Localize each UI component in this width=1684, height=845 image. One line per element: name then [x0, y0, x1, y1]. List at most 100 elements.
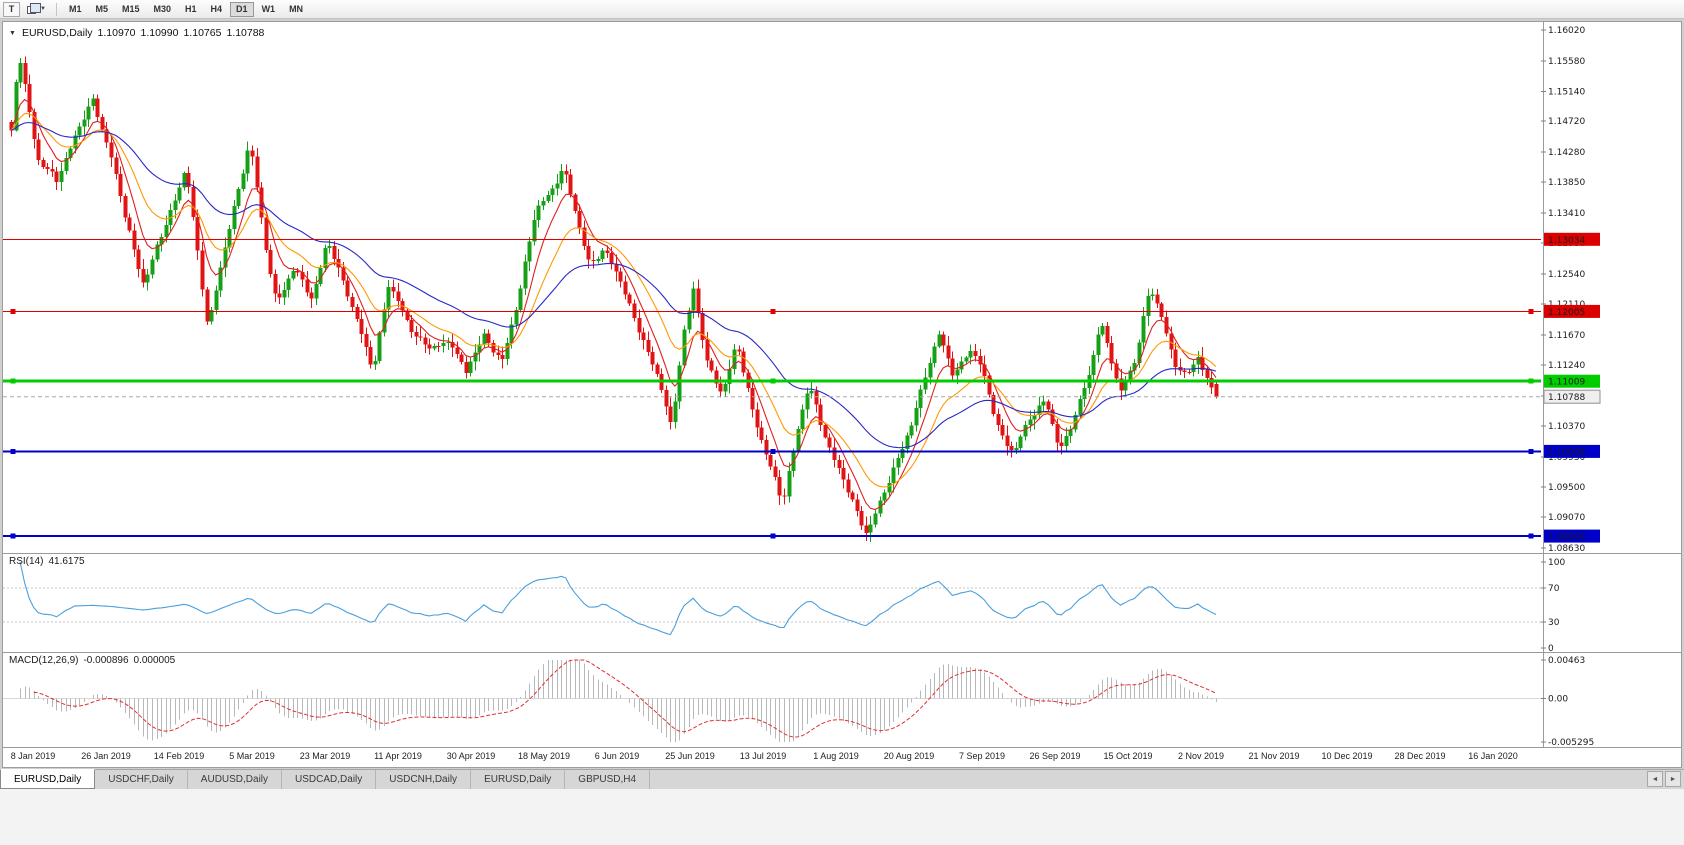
- price-axis-label: 1.08630: [1548, 544, 1585, 554]
- price-badge-1.11009: 1.11009: [1544, 374, 1600, 388]
- timeframe-button-mn[interactable]: MN: [289, 4, 304, 14]
- rsi-axis-label: 0: [1548, 644, 1554, 654]
- time-axis-label: 21 Nov 2019: [1248, 751, 1300, 761]
- time-axis-label: 13 Jul 2019: [739, 751, 787, 761]
- time-axis-label: 5 Mar 2019: [229, 751, 275, 761]
- price-badge-1.08800: 1.08800: [1544, 529, 1600, 543]
- timeframe-button-m30[interactable]: M30: [153, 4, 172, 14]
- chart-symbol: EURUSD,Daily: [21, 27, 93, 39]
- chart-tab-5[interactable]: EURUSD,Daily: [471, 770, 566, 789]
- svg-text:1.13034: 1.13034: [1548, 236, 1585, 246]
- rsi-axis-label: 100: [1548, 558, 1565, 568]
- workspace-bottom: [0, 789, 1684, 845]
- hline-1.08800[interactable]: [3, 533, 1541, 539]
- one-click-trading-arrow-icon[interactable]: ▼: [9, 29, 16, 37]
- moving-average-16: [10, 112, 1217, 488]
- tab-scroll-right-icon[interactable]: ►: [1665, 771, 1681, 787]
- chart-tab-3[interactable]: USDCAD,Daily: [282, 770, 377, 789]
- text-tool-button[interactable]: T: [3, 1, 20, 17]
- timeframe-group: M1 M5 M15 M30 H1 H4 D1 W1 MN: [63, 1, 309, 17]
- time-axis-label: 7 Sep 2019: [958, 751, 1006, 761]
- chart-tab-1[interactable]: USDCHF,Daily: [95, 770, 188, 789]
- svg-text:1.10008: 1.10008: [1548, 448, 1585, 458]
- candlesticks: [9, 56, 1219, 542]
- price-badge-1.10008: 1.10008: [1544, 444, 1600, 458]
- time-axis-label: 11 Apr 2019: [374, 751, 422, 761]
- dropdown-caret-icon: ▼: [40, 6, 46, 12]
- time-axis-label: 16 Jan 2020: [1468, 751, 1518, 761]
- macd-value-signal: 0.000005: [133, 655, 176, 666]
- price-axis-label: 1.14720: [1548, 117, 1585, 127]
- time-axis-label: 28 Dec 2019: [1394, 751, 1446, 761]
- chart-tab-bar: EURUSD,Daily USDCHF,Daily AUDUSD,Daily USDC…: [0, 769, 1684, 789]
- rsi-line: [19, 561, 1217, 636]
- price-axis-label: 1.15140: [1548, 88, 1585, 98]
- chart-window: 1.16020 1.15580 1.15140 1.14720 1.14280 1.138…: [2, 21, 1682, 768]
- price-axis-label: 1.09500: [1548, 483, 1585, 493]
- ohlc-high: 1.10990: [140, 27, 179, 39]
- price-axis-label: 1.13850: [1548, 178, 1585, 188]
- chart-tab-6[interactable]: GBPUSD,H4: [565, 770, 651, 789]
- timeframe-button-m15[interactable]: M15: [121, 4, 140, 14]
- timeframe-button-h1[interactable]: H1: [185, 4, 197, 14]
- chart-tab-2[interactable]: AUDUSD,Daily: [187, 770, 283, 789]
- price-axis-label: 1.16020: [1548, 26, 1585, 36]
- time-axis-label: 8 Jan 2019: [10, 751, 56, 761]
- macd-value-main: -0.000896: [83, 655, 129, 666]
- hline-1.12005[interactable]: [3, 308, 1541, 314]
- timeframe-button-m5[interactable]: M5: [95, 4, 108, 14]
- svg-text:1.12005: 1.12005: [1548, 308, 1585, 318]
- chart-tab-4[interactable]: USDCNH,Daily: [376, 770, 472, 789]
- time-axis: 8 Jan 2019 26 Jan 2019 14 Feb 2019 5 Mar 20…: [3, 749, 1541, 766]
- svg-text:1.10788: 1.10788: [1548, 393, 1585, 403]
- hline-1.10008[interactable]: [3, 448, 1541, 454]
- svg-text:1.08800: 1.08800: [1548, 533, 1585, 543]
- time-axis-label: 14 Feb 2019: [153, 751, 205, 761]
- time-axis-label: 26 Sep 2019: [1029, 751, 1081, 761]
- time-axis-label: 6 Jun 2019: [594, 751, 640, 761]
- layers-icon: [27, 3, 41, 14]
- toolbar: T ▼ M1 M5 M15 M30 H1 H4 D1 W1 MN: [0, 0, 1684, 19]
- macd-axis-label: 0.00: [1548, 694, 1568, 704]
- macd-histogram: [20, 660, 1217, 742]
- time-axis-label: 1 Aug 2019: [813, 751, 859, 761]
- timeframe-button-h4[interactable]: H4: [210, 4, 223, 14]
- price-badge-1.13034: 1.13034: [1544, 232, 1600, 246]
- toolbar-separator: [55, 2, 57, 16]
- rsi-value: 41.6175: [48, 556, 85, 567]
- moving-average-7: [10, 98, 1217, 511]
- price-axis-label: 1.10370: [1548, 422, 1585, 432]
- hline-1.11009[interactable]: [3, 378, 1541, 384]
- price-axis-label: 1.11670: [1548, 331, 1585, 341]
- chart-header: ▼ EURUSD,Daily 1.10970 1.10990 1.10765 1…: [9, 27, 264, 39]
- rsi-axis-label: 70: [1548, 584, 1560, 594]
- time-axis-label: 10 Dec 2019: [1321, 751, 1373, 761]
- chart-tab-0[interactable]: EURUSD,Daily: [0, 769, 96, 789]
- price-badge-1.10788: 1.10788: [1543, 389, 1601, 404]
- price-badge-1.12005: 1.12005: [1544, 304, 1600, 318]
- price-axis-label: 1.15580: [1548, 57, 1585, 67]
- tab-scroll-left-icon[interactable]: ◄: [1647, 771, 1663, 787]
- timeframe-button-w1[interactable]: W1: [261, 4, 276, 14]
- svg-text:1.11009: 1.11009: [1548, 378, 1585, 388]
- chart-canvas[interactable]: 1.16020 1.15580 1.15140 1.14720 1.14280 1.138…: [3, 22, 1681, 767]
- rsi-name: RSI(14): [9, 556, 44, 567]
- tab-scroll-buttons: ◄ ►: [1647, 771, 1681, 787]
- price-axis-label: 1.11240: [1548, 361, 1585, 371]
- moving-average-40: [10, 121, 1217, 449]
- macd-name: MACD(12,26,9): [9, 655, 79, 666]
- price-axis-label: 1.13410: [1548, 209, 1585, 219]
- time-axis-label: 15 Oct 2019: [1103, 751, 1153, 761]
- time-axis-label: 25 Jun 2019: [665, 751, 715, 761]
- timeframe-button-d1[interactable]: D1: [230, 1, 254, 17]
- macd-signal-line: [33, 659, 1217, 738]
- chart-objects-button[interactable]: ▼: [22, 2, 50, 17]
- time-axis-label: 30 Apr 2019: [446, 751, 496, 761]
- rsi-indicator-label: RSI(14) 41.6175: [9, 556, 85, 567]
- time-axis-label: 2 Nov 2019: [1177, 751, 1225, 761]
- price-axis-label: 1.14280: [1548, 148, 1585, 158]
- macd-axis-label: -0.005295: [1548, 738, 1594, 748]
- timeframe-button-m1[interactable]: M1: [68, 4, 82, 14]
- rsi-axis-label: 30: [1548, 618, 1560, 628]
